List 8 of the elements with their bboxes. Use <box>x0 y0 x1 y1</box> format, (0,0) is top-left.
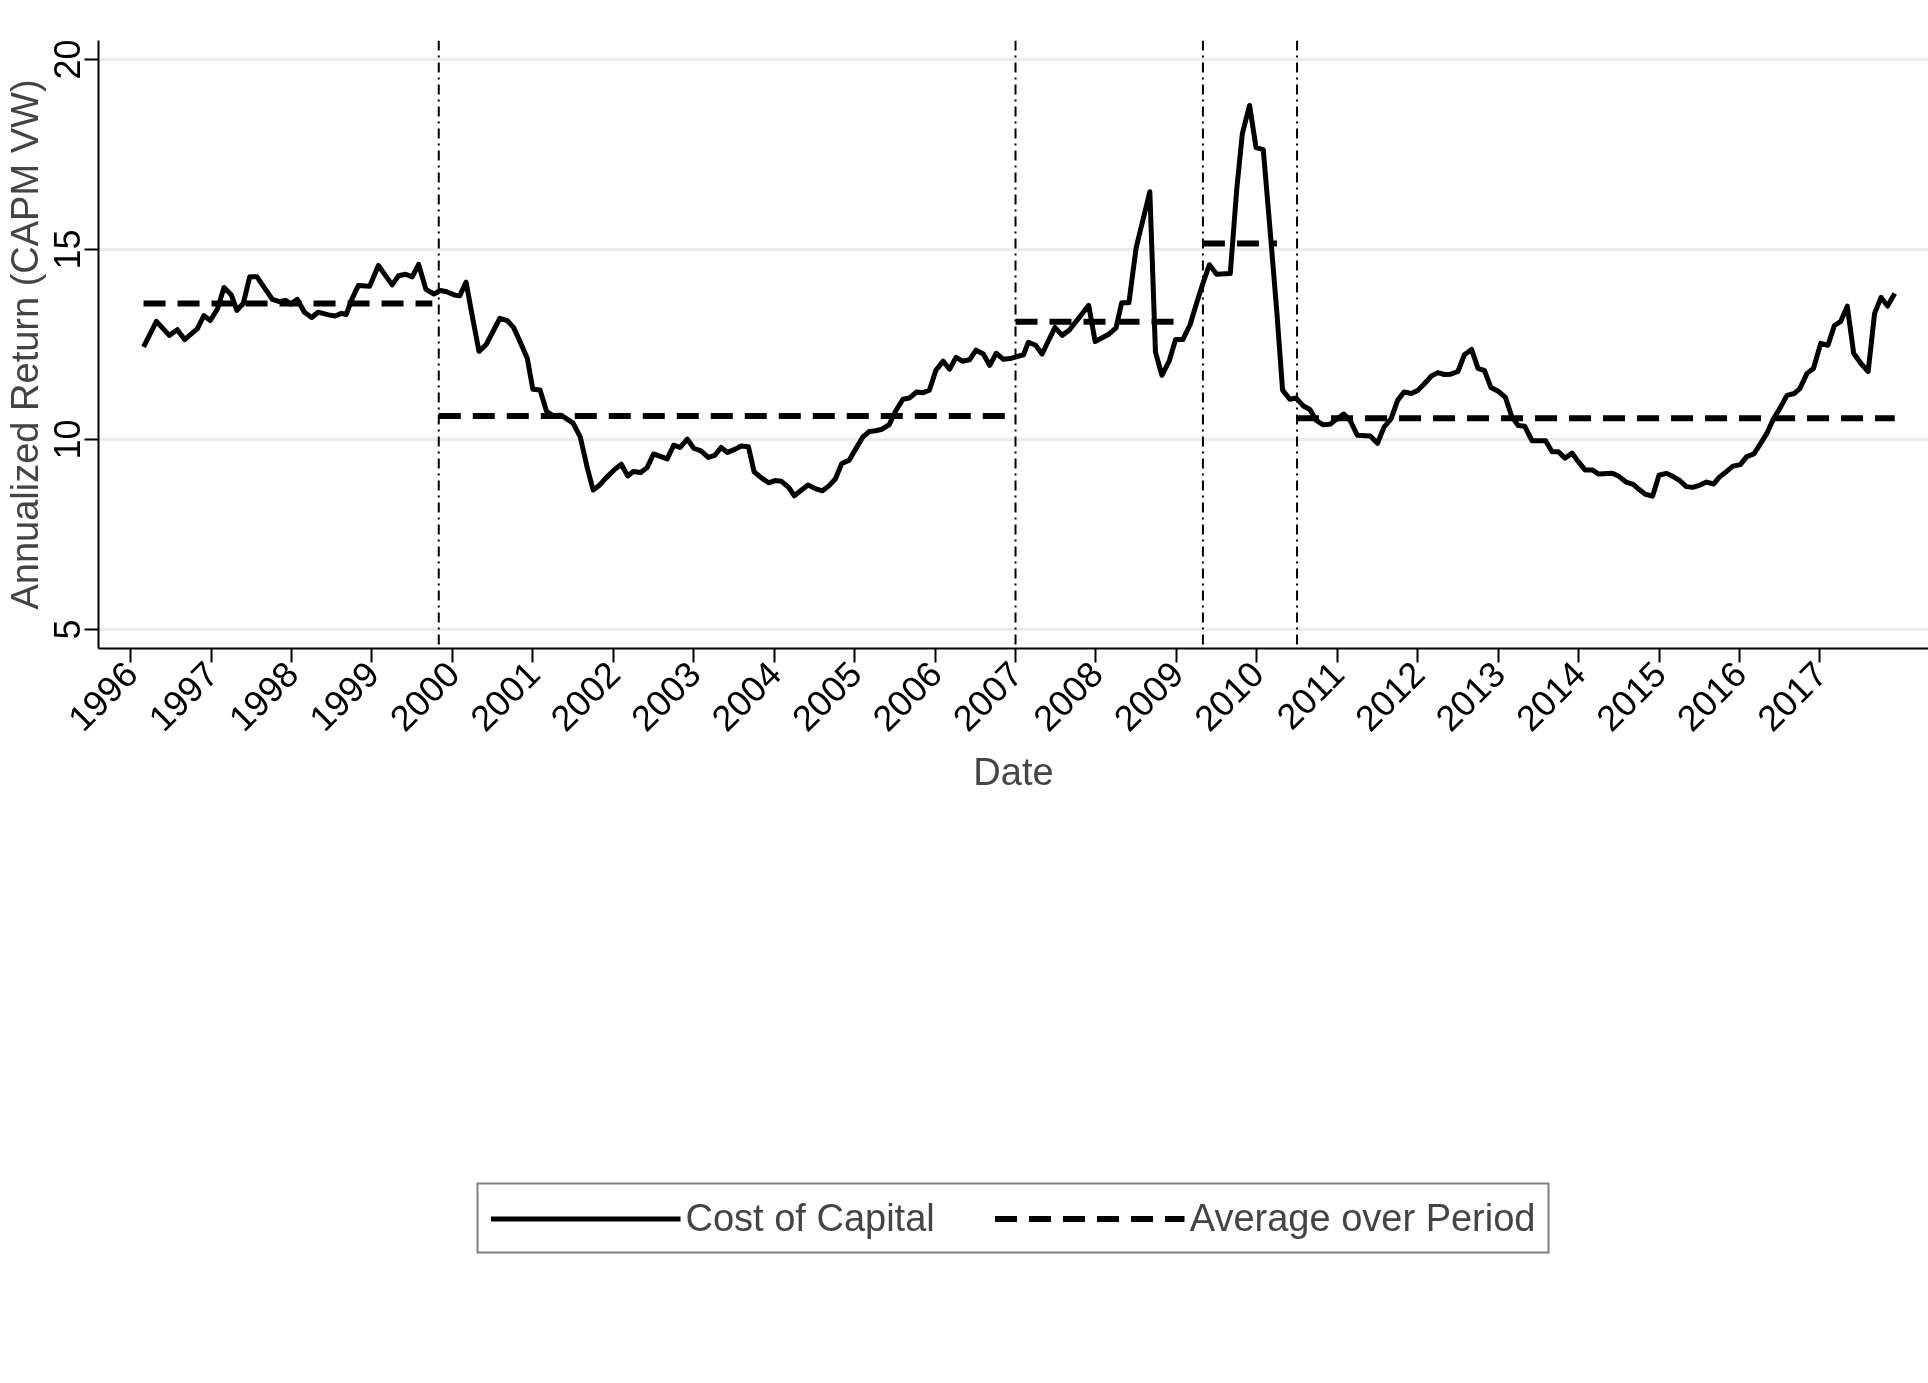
y-tick-label: 20 <box>46 39 88 80</box>
y-tick-label: 10 <box>46 419 88 460</box>
y-axis-title: Annualized Return (CAPM VW) <box>3 79 46 610</box>
y-tick-label: 15 <box>46 229 88 270</box>
legend-label: Cost of Capital <box>685 1196 935 1240</box>
y-tick-label: 5 <box>46 619 88 640</box>
x-axis-title: Date <box>973 750 1054 793</box>
legend-label: Average over Period <box>1189 1196 1536 1240</box>
